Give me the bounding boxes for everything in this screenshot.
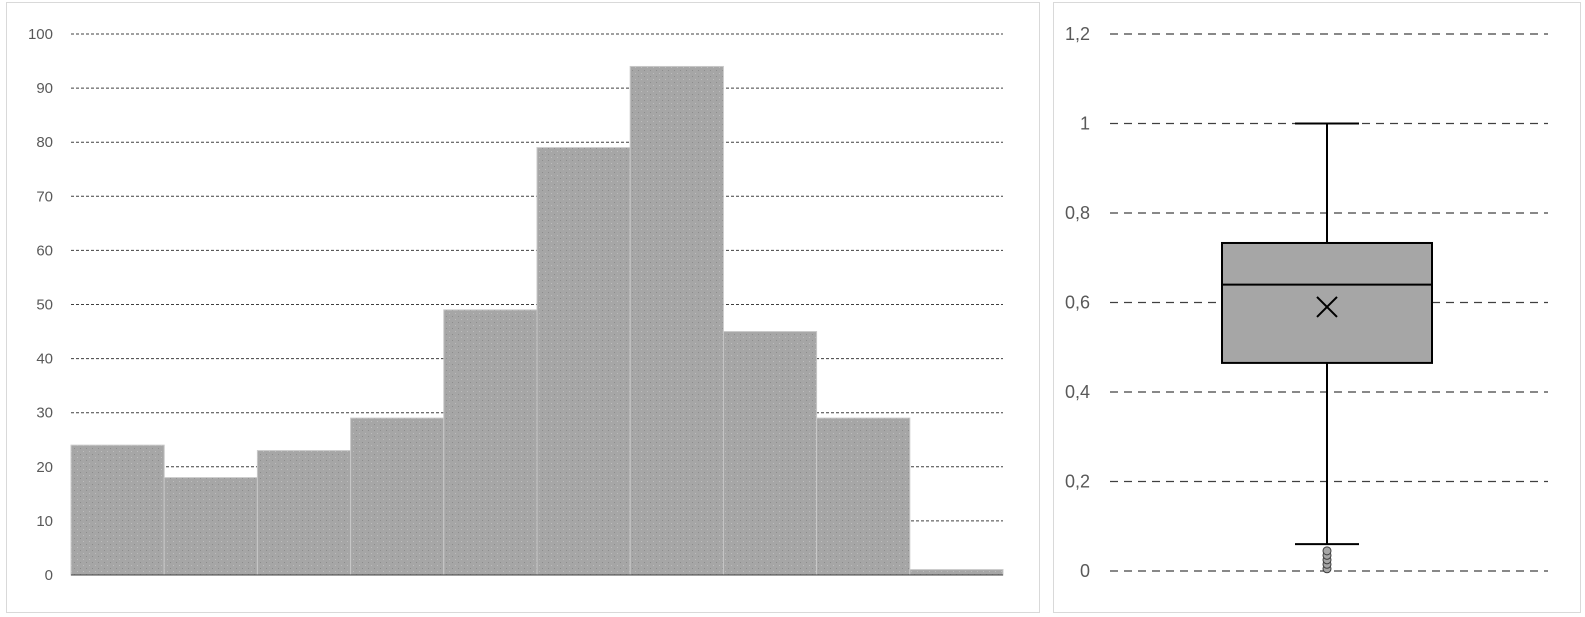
histogram-bar: [722, 331, 818, 576]
boxplot-y-tick-label: 0,2: [1065, 472, 1090, 492]
boxplot-y-tick-label: 0: [1080, 561, 1090, 581]
boxplot-mean-marker: [1316, 296, 1338, 318]
boxplot-y-tick-label: 1,2: [1065, 24, 1090, 44]
boxplot-y-tick-label: 0,8: [1065, 203, 1090, 223]
histogram-y-tick-label: 90: [36, 80, 53, 97]
histogram-y-tick-label: 80: [36, 134, 53, 151]
boxplot-y-tick-label: 1: [1080, 114, 1090, 134]
histogram-y-tick-label: 10: [36, 513, 53, 530]
histogram-y-tick-label: 20: [36, 459, 53, 476]
boxplot-outlier: [1322, 546, 1332, 556]
boxplot-box: [1221, 241, 1433, 364]
histogram-y-tick-label: 100: [28, 26, 53, 43]
histogram-bar: [163, 477, 258, 576]
boxplot-y-tick-label: 0,6: [1065, 293, 1090, 313]
histogram-bar: [629, 65, 724, 576]
histogram-y-tick-label: 70: [36, 188, 53, 205]
histogram-y-tick-label: 0: [45, 567, 53, 584]
histogram-bar: [536, 147, 631, 576]
histogram-bar: [70, 444, 165, 576]
histogram-y-tick-label: 40: [36, 351, 53, 368]
boxplot-chart: 0 0,2 0,4 0,6 0,8 1 1,2: [1065, 24, 1548, 581]
histogram-bar: [350, 417, 445, 576]
histogram-bar: [816, 417, 911, 576]
histogram-panel: 0 10 20 30 40 50 60 70 80 90 100: [6, 2, 1040, 613]
histogram-bar: [909, 569, 1004, 576]
histogram-bar: [256, 450, 352, 576]
boxplot-y-tick-label: 0,4: [1065, 382, 1090, 402]
histogram-y-tick-label: 60: [36, 242, 53, 259]
histogram-y-tick-label: 30: [36, 405, 53, 422]
histogram-y-tick-label: 50: [36, 297, 53, 314]
histogram-bar: [443, 309, 538, 576]
histogram-chart: 0 10 20 30 40 50 60 70 80 90 100: [28, 26, 1004, 584]
boxplot-panel: 0 0,2 0,4 0,6 0,8 1 1,2: [1053, 2, 1581, 613]
